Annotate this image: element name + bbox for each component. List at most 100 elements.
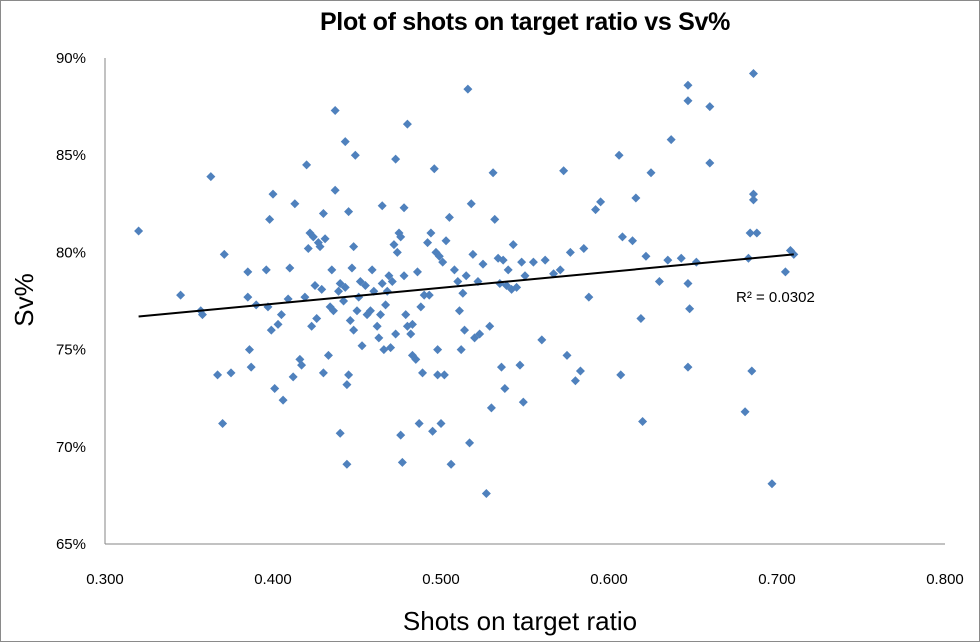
data-point-marker [500, 383, 510, 393]
x-tick-label: 0.600 [590, 571, 628, 588]
data-point-marker [406, 329, 416, 339]
data-point-marker [748, 69, 758, 79]
data-point-marker [559, 166, 569, 176]
data-point-marker [206, 172, 216, 182]
data-point-marker [399, 203, 409, 213]
data-point-marker [308, 232, 318, 242]
data-point-marker [340, 137, 350, 147]
data-point-marker [454, 306, 464, 316]
data-point-marker [419, 290, 429, 300]
data-point-marker [342, 459, 352, 469]
data-point-marker [384, 271, 394, 281]
data-point-marker [446, 459, 456, 469]
data-point-marker [691, 257, 701, 267]
data-point-marker [349, 325, 359, 335]
data-point-marker [357, 341, 367, 351]
data-point-marker [352, 306, 362, 316]
data-point-marker [517, 257, 527, 267]
data-point-marker [300, 292, 310, 302]
data-point-marker [540, 255, 550, 265]
data-point-marker [377, 201, 387, 211]
data-point-marker [345, 315, 355, 325]
data-point-marker [614, 150, 624, 160]
data-point-marker [244, 345, 254, 355]
data-point-marker [458, 288, 468, 298]
data-point-marker [176, 290, 186, 300]
data-point-marker [226, 368, 236, 378]
data-point-marker [463, 84, 473, 94]
data-point-marker [266, 325, 276, 335]
data-point-marker [748, 189, 758, 199]
data-point-marker [449, 265, 459, 275]
data-point-marker [401, 310, 411, 320]
data-point-marker [290, 199, 300, 209]
data-point-marker [418, 368, 428, 378]
y-tick-label: 65% [56, 536, 86, 553]
data-point-marker [335, 428, 345, 438]
data-point-marker [268, 189, 278, 199]
data-point-marker [327, 265, 337, 275]
data-point-marker [683, 362, 693, 372]
data-point-marker [303, 244, 313, 254]
data-point-marker [414, 418, 424, 428]
data-point-marker [392, 247, 402, 257]
data-point-marker [328, 306, 338, 316]
data-point-marker [433, 370, 443, 380]
data-point-marker [402, 119, 412, 129]
data-point-marker [434, 251, 444, 261]
data-point-marker [663, 255, 673, 265]
data-point-marker [460, 325, 470, 335]
data-point-marker [685, 304, 695, 314]
data-point-marker [273, 319, 283, 329]
data-point-marker [752, 228, 762, 238]
data-point-marker [288, 372, 298, 382]
data-point-marker [562, 350, 572, 360]
data-point-marker [218, 418, 228, 428]
data-point-marker [243, 292, 253, 302]
data-point-marker [456, 345, 466, 355]
data-point-marker [197, 310, 207, 320]
data-point-marker [436, 418, 446, 428]
data-point-marker [307, 321, 317, 331]
data-point-marker [705, 158, 715, 168]
data-point-marker [565, 247, 575, 257]
data-point-marker [537, 335, 547, 345]
data-point-marker [485, 321, 495, 331]
data-point-marker [496, 362, 506, 372]
data-point-marker [312, 313, 322, 323]
data-point-marker [780, 267, 790, 277]
y-tick-label: 85% [56, 147, 86, 164]
x-tick-label: 0.400 [254, 571, 292, 588]
data-point-marker [376, 310, 386, 320]
data-point-marker [520, 271, 530, 281]
x-tick-label: 0.800 [926, 571, 964, 588]
data-point-marker [439, 370, 449, 380]
data-point-marker [265, 214, 275, 224]
data-point-marker [617, 232, 627, 242]
data-point-marker [616, 370, 626, 380]
data-point-marker [320, 234, 330, 244]
data-point-marker [396, 430, 406, 440]
data-point-marker [374, 333, 384, 343]
data-point-marker [323, 350, 333, 360]
data-point-marker [453, 277, 463, 287]
data-point-marker [465, 438, 475, 448]
x-tick-label: 0.500 [422, 571, 460, 588]
data-point-marker [596, 197, 606, 207]
data-point-marker [683, 96, 693, 106]
data-point-marker [518, 397, 528, 407]
data-point-marker [349, 242, 359, 252]
data-point-marker [261, 265, 271, 275]
y-tick-label: 90% [56, 50, 86, 67]
data-point-marker [428, 426, 438, 436]
data-point-marker [683, 279, 693, 289]
data-point-marker [416, 302, 426, 312]
data-point-marker [488, 168, 498, 178]
data-point-marker [381, 300, 391, 310]
data-point-marker [579, 244, 589, 254]
data-point-marker [503, 265, 513, 275]
data-point-marker [468, 249, 478, 259]
x-tick-label: 0.700 [758, 571, 796, 588]
data-point-marker [683, 80, 693, 90]
data-point-marker [285, 263, 295, 273]
